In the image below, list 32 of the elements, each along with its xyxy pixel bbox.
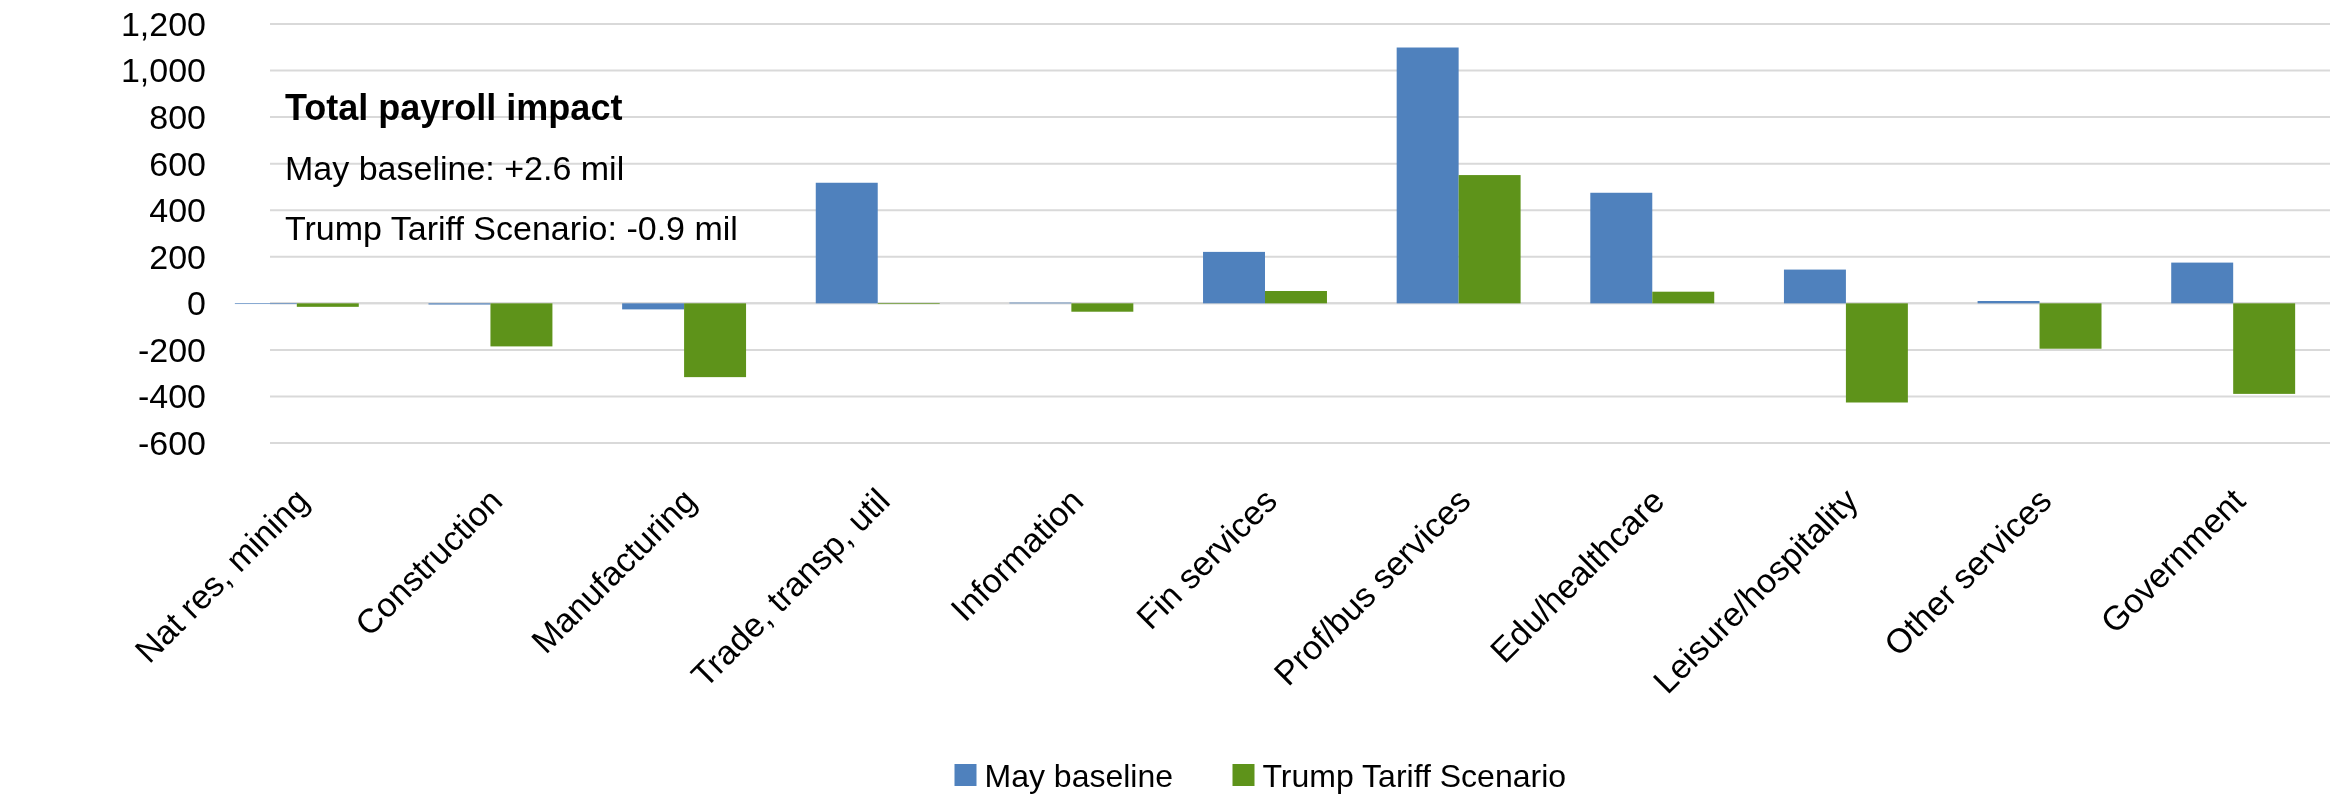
- bar: [2233, 303, 2296, 394]
- bar: [622, 303, 685, 310]
- y-tick-label: -200: [137, 330, 206, 369]
- y-tick-label: 200: [149, 237, 206, 276]
- legend-label: May baseline: [984, 758, 1174, 795]
- y-tick-label: 1,000: [120, 51, 206, 90]
- bar: [2039, 303, 2102, 349]
- bar: [1590, 192, 1653, 304]
- bar: [1652, 291, 1715, 304]
- y-tick-label: -400: [137, 377, 206, 416]
- bar: [1458, 175, 1521, 304]
- bar: [2171, 262, 2234, 304]
- y-tick-label: 1,200: [120, 4, 206, 43]
- bar: [1396, 47, 1459, 304]
- annotation: Total payroll impact: [285, 87, 623, 128]
- bar: [1845, 303, 1908, 403]
- y-tick-label: 600: [149, 144, 206, 183]
- bar: [684, 303, 747, 378]
- bar: [296, 303, 359, 307]
- bar: [1203, 251, 1265, 304]
- y-tick-label: 400: [149, 191, 206, 230]
- bar: [1783, 269, 1846, 304]
- bar: [815, 182, 878, 304]
- annotation: Trump Tariff Scenario: -0.9 mil: [285, 209, 738, 247]
- bar: [1265, 291, 1327, 304]
- legend-label: Trump Tariff Scenario: [1262, 758, 1567, 795]
- y-tick-label: -600: [137, 423, 206, 462]
- y-tick-label: 800: [149, 98, 206, 137]
- bar: [1071, 303, 1134, 312]
- y-tick-label: 0: [187, 284, 206, 323]
- annotation: May baseline: +2.6 mil: [285, 149, 625, 187]
- bar: [490, 303, 553, 347]
